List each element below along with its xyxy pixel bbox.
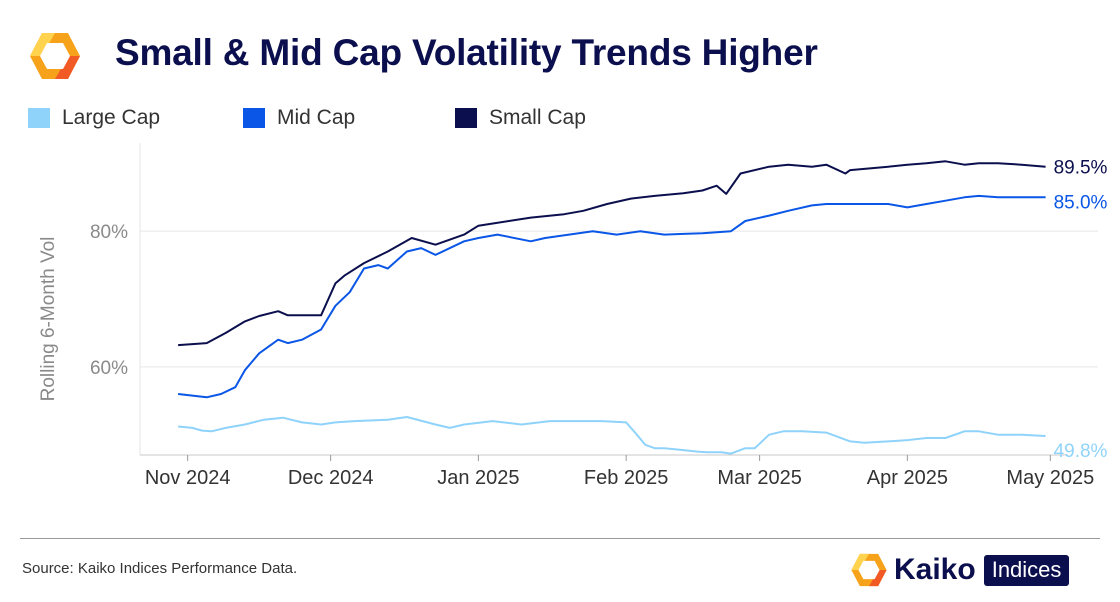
axis-layer: 60% 80% Rolling 6-Month Vol Nov 2024 Dec 202… [38,143,1094,489]
series-layer [177,160,1046,455]
x-tick-label: Mar 2025 [717,467,802,489]
legend-swatch-small-cap [455,108,477,128]
series-line-large-cap [178,416,1046,455]
legend-label-large-cap: Large Cap [62,106,161,129]
footer-divider [20,538,1100,539]
end-label-mid-cap: 85.0% [1054,192,1108,213]
end-label-small-cap: 89.5% [1054,158,1108,179]
series-line-small-cap [178,160,1046,347]
y-tick-label: 60% [90,358,128,379]
legend-item-large-cap: Large Cap [28,106,160,130]
header [28,28,82,84]
kaiko-hexagon-icon [30,33,80,79]
page-title: Small & Mid Cap Volatility Trends Higher [115,32,818,73]
kaiko-hexagon-icon [851,553,887,587]
y-axis-title: Rolling 6-Month Vol [38,237,59,402]
end-label-large-cap: 49.8% [1054,441,1108,462]
brand-name: Kaiko [894,553,976,586]
legend-item-small-cap: Small Cap [455,106,586,130]
x-tick-label: Nov 2024 [145,467,231,489]
source-note: Source: Kaiko Indices Performance Data. [22,560,298,577]
legend-item-mid-cap: Mid Cap [243,106,355,130]
label-layer: 49.8% 85.0% 89.5% [1054,158,1108,462]
legend-swatch-mid-cap [243,108,265,128]
brand-logo: Kaiko Indices [850,550,1070,590]
y-tick-label: 80% [90,222,128,243]
x-tick-label: Jan 2025 [437,467,519,489]
x-tick-label: Apr 2025 [867,467,948,489]
series-line-mid-cap [177,194,1046,399]
x-tick-label: Feb 2025 [584,467,669,489]
grid-layer [140,230,1098,368]
legend-swatch-large-cap [28,108,50,128]
x-tick-label: Dec 2024 [288,467,374,489]
x-tick-label: May 2025 [1006,467,1094,489]
legend-label-small-cap: Small Cap [489,106,586,129]
brand-tag: Indices [983,554,1070,586]
legend-label-mid-cap: Mid Cap [277,106,356,129]
